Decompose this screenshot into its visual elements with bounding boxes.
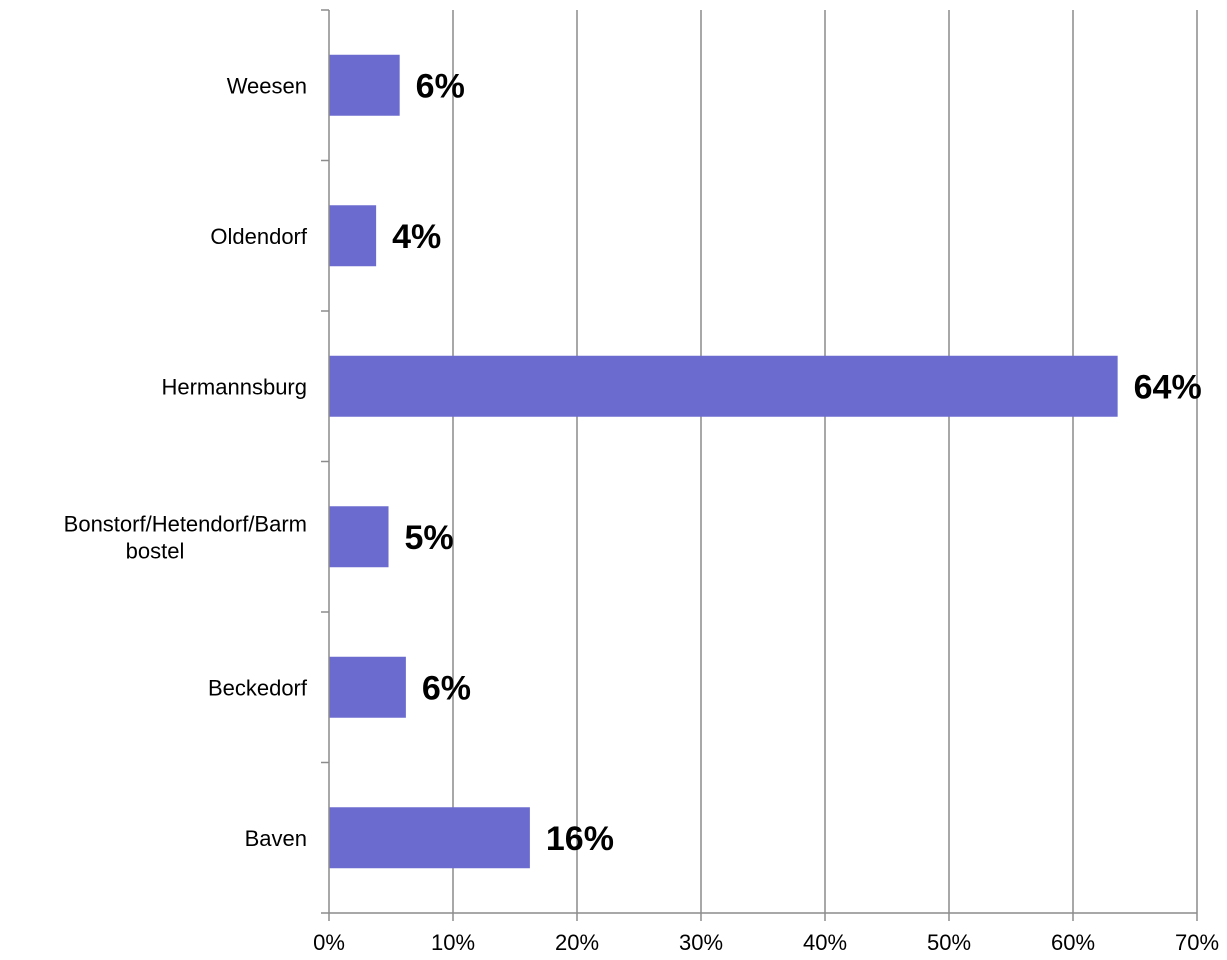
data-label: 4% [392,218,441,256]
data-label: 16% [546,820,614,858]
category-label-line: Hermannsburg [161,374,307,399]
x-tick-label: 20% [555,930,599,955]
bar [329,54,400,116]
category-label-line: Oldendorf [210,224,308,249]
bar [329,205,377,267]
bar [329,656,406,718]
category-label-line: Beckedorf [208,675,308,700]
category-label-line: Baven [245,826,307,851]
x-tick-label: 50% [927,930,971,955]
data-label: 64% [1134,368,1202,406]
data-label: 6% [416,67,465,105]
data-label: 5% [405,519,454,557]
bar [329,807,530,869]
bar [329,506,389,568]
x-tick-label: 60% [1051,930,1095,955]
gridlines [452,10,1198,913]
category-label: Weesen [227,73,307,98]
x-tick-label: 0% [313,930,345,955]
bar [329,355,1118,417]
category-label: Baven [245,826,307,851]
category-label: Bonstorf/Hetendorf/Barm bostel [64,511,307,563]
category-label-line: bostel [126,538,185,563]
bars [329,54,1118,869]
x-tick-label: 30% [679,930,723,955]
x-tick-label: 10% [431,930,475,955]
category-label: Oldendorf [210,224,308,249]
category-label: Beckedorf [208,675,308,700]
data-label: 6% [422,669,471,707]
category-label: Hermannsburg [161,374,307,399]
category-label-line: Weesen [227,73,307,98]
category-label-line: Bonstorf/Hetendorf/Barm [64,511,307,536]
labels: 6% Weesen 4% Oldendorf 64% Hermannsburg 5% Bons… [64,67,1219,955]
axes [321,9,1198,921]
x-tick-label: 70% [1175,930,1219,955]
x-tick-label: 40% [803,930,847,955]
